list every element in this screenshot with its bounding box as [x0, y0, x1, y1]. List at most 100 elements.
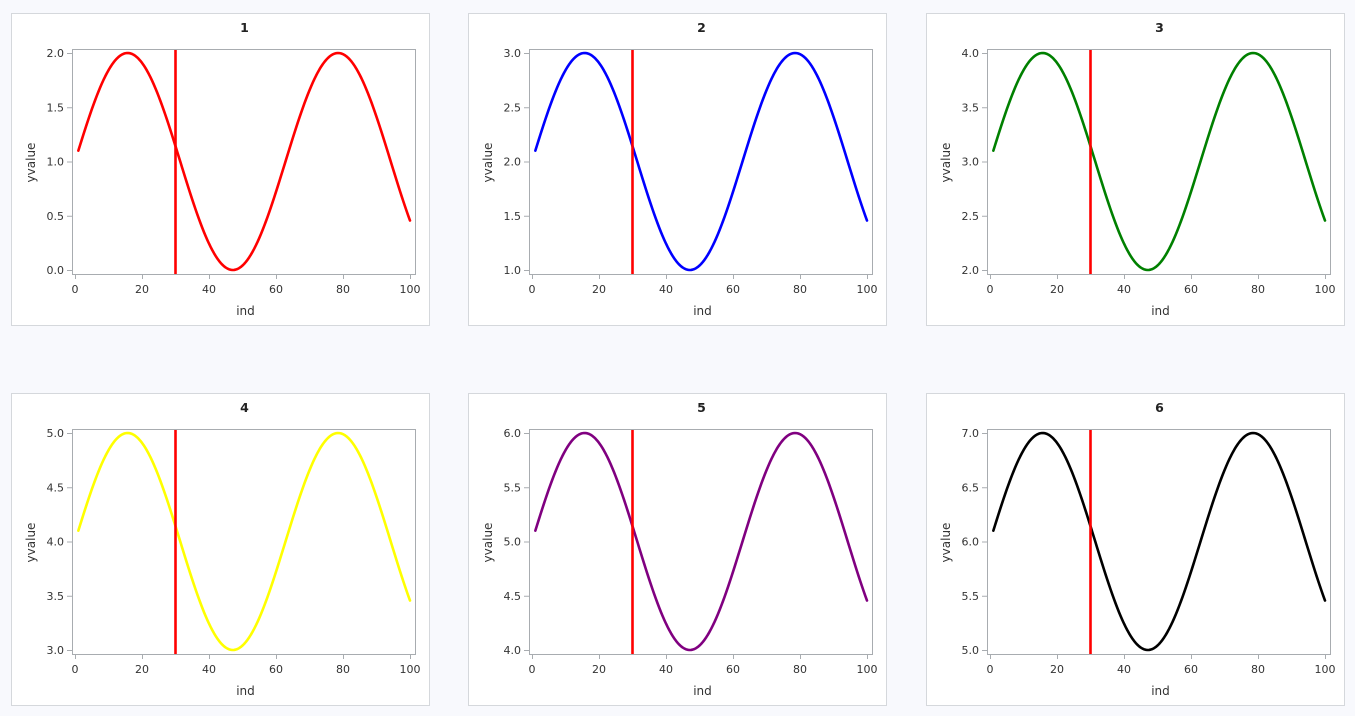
- y-tick-label: 2.0: [504, 156, 522, 169]
- y-tick-label: 4.5: [504, 590, 522, 603]
- x-tick-label: 40: [659, 283, 673, 296]
- y-tick-label: 1.0: [47, 156, 65, 169]
- x-tick-label: 60: [1184, 283, 1198, 296]
- y-tick-label: 0.0: [47, 264, 65, 277]
- chart-svg: 3 2.0 2.5 3.0 3.5 4.0 0 20 40 60 80 100 ind yvalue: [939, 20, 1336, 318]
- y-tick-label: 4.0: [962, 47, 980, 60]
- plot-area: [72, 429, 416, 655]
- x-tick-label: 60: [269, 283, 283, 296]
- y-tick-label: 2.5: [504, 101, 522, 114]
- y-tick-label: 3.0: [47, 644, 65, 657]
- chart-svg: 6 5.0 5.5 6.0 6.5 7.0 0 20 40 60 80 100 ind yvalue: [939, 400, 1336, 698]
- x-axis-label: ind: [693, 684, 712, 698]
- y-axis-label: yvalue: [481, 523, 495, 563]
- chart-title: 6: [1155, 400, 1164, 415]
- x-tick-label: 40: [1117, 283, 1131, 296]
- y-tick-label: 5.5: [504, 481, 522, 494]
- x-axis-label: ind: [1151, 684, 1170, 698]
- chart-svg: 5 4.0 4.5 5.0 5.5 6.0 0 20 40 60 80 100 ind yvalue: [481, 400, 878, 698]
- y-tick-label: 3.5: [47, 590, 65, 603]
- x-tick-label: 20: [1050, 283, 1064, 296]
- x-tick-label: 60: [269, 663, 283, 676]
- y-tick-label: 5.0: [962, 644, 980, 657]
- x-tick-label: 60: [726, 663, 740, 676]
- chart-title: 3: [1155, 20, 1164, 35]
- y-tick-label: 2.5: [962, 210, 980, 223]
- chart-title: 5: [697, 400, 706, 415]
- y-tick-label: 1.0: [504, 264, 522, 277]
- y-tick-label: 3.0: [504, 47, 522, 60]
- y-tick-label: 1.5: [504, 210, 522, 223]
- x-tick-label: 80: [793, 663, 807, 676]
- plot-area: [987, 429, 1331, 655]
- series-line: [992, 51, 1327, 272]
- chart-panel-5: 5 4.0 4.5 5.0 5.5 6.0 0 20 40 60 80 100 ind yvalue: [468, 393, 887, 706]
- plot-area: [72, 49, 416, 275]
- x-tick-label: 0: [72, 663, 79, 676]
- chart-svg: 4 3.0 3.5 4.0 4.5 5.0 0 20 40 60 80 100 ind yvalue: [24, 400, 421, 698]
- chart-title: 1: [240, 20, 249, 35]
- x-axis-label: ind: [693, 304, 712, 318]
- y-axis-label: yvalue: [939, 523, 953, 563]
- plot-area: [529, 49, 873, 275]
- y-tick-label: 4.0: [47, 536, 65, 549]
- y-axis-label: yvalue: [24, 523, 38, 563]
- x-tick-label: 40: [202, 283, 216, 296]
- series-line: [77, 431, 412, 652]
- y-tick-label: 1.5: [47, 101, 65, 114]
- y-tick-label: 7.0: [962, 427, 980, 440]
- x-tick-label: 80: [793, 283, 807, 296]
- series-line: [992, 431, 1327, 652]
- x-axis-label: ind: [1151, 304, 1170, 318]
- chart-panel-6: 6 5.0 5.5 6.0 6.5 7.0 0 20 40 60 80 100 ind yvalue: [926, 393, 1345, 706]
- chart-svg: 2 1.0 1.5 2.0 2.5 3.0 0 20 40 60 80 100 ind yvalue: [481, 20, 878, 318]
- x-axis-label: ind: [236, 684, 255, 698]
- y-axis-label: yvalue: [481, 143, 495, 183]
- x-tick-label: 20: [592, 663, 606, 676]
- y-tick-label: 4.0: [504, 644, 522, 657]
- chart-title: 4: [240, 400, 249, 415]
- y-tick-label: 5.0: [504, 536, 522, 549]
- chart-panel-3: 3 2.0 2.5 3.0 3.5 4.0 0 20 40 60 80 100 ind yvalue: [926, 13, 1345, 326]
- x-tick-label: 20: [135, 663, 149, 676]
- y-tick-label: 2.0: [962, 264, 980, 277]
- x-tick-label: 40: [1117, 663, 1131, 676]
- x-tick-label: 100: [1315, 283, 1336, 296]
- x-tick-label: 40: [202, 663, 216, 676]
- x-tick-label: 80: [336, 283, 350, 296]
- x-tick-label: 20: [1050, 663, 1064, 676]
- x-tick-label: 80: [1251, 663, 1265, 676]
- plot-area: [987, 49, 1331, 275]
- x-axis-label: ind: [236, 304, 255, 318]
- y-tick-label: 5.0: [47, 427, 65, 440]
- x-tick-label: 60: [1184, 663, 1198, 676]
- chart-panel-4: 4 3.0 3.5 4.0 4.5 5.0 0 20 40 60 80 100 ind yvalue: [11, 393, 430, 706]
- y-tick-label: 5.5: [962, 590, 980, 603]
- x-tick-label: 80: [1251, 283, 1265, 296]
- chart-panel-1: 1 0.0 0.5 1.0 1.5 2.0 0 20 40 60 80 100 ind yvalue: [11, 13, 430, 326]
- y-tick-label: 0.5: [47, 210, 65, 223]
- x-tick-label: 20: [592, 283, 606, 296]
- y-tick-label: 6.0: [504, 427, 522, 440]
- series-line: [534, 51, 869, 272]
- y-axis-label: yvalue: [939, 143, 953, 183]
- x-tick-label: 0: [529, 663, 536, 676]
- x-tick-label: 0: [529, 283, 536, 296]
- x-tick-label: 100: [400, 663, 421, 676]
- x-tick-label: 0: [987, 283, 994, 296]
- y-tick-label: 3.0: [962, 156, 980, 169]
- x-tick-label: 0: [72, 283, 79, 296]
- x-tick-label: 100: [857, 663, 878, 676]
- chart-panel-2: 2 1.0 1.5 2.0 2.5 3.0 0 20 40 60 80 100 ind yvalue: [468, 13, 887, 326]
- y-tick-label: 6.5: [962, 481, 980, 494]
- chart-title: 2: [697, 20, 706, 35]
- x-tick-label: 100: [1315, 663, 1336, 676]
- y-tick-label: 3.5: [962, 101, 980, 114]
- x-tick-label: 40: [659, 663, 673, 676]
- plot-area: [529, 429, 873, 655]
- x-tick-label: 100: [857, 283, 878, 296]
- y-tick-label: 4.5: [47, 481, 65, 494]
- y-tick-label: 6.0: [962, 536, 980, 549]
- y-tick-label: 2.0: [47, 47, 65, 60]
- x-tick-label: 80: [336, 663, 350, 676]
